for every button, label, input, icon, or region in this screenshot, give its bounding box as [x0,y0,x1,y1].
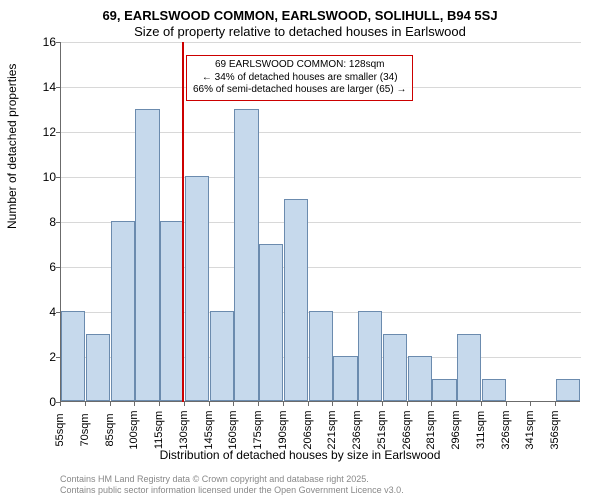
y-tick-label: 10 [43,170,56,184]
footer-line-1: Contains HM Land Registry data © Crown c… [60,474,404,485]
histogram-bar [457,334,481,402]
histogram-bar [432,379,456,402]
histogram-bar [333,356,357,401]
y-tick-mark [56,87,60,88]
chart-title-line1: 69, EARLSWOOD COMMON, EARLSWOOD, SOLIHUL… [0,8,600,23]
y-tick-label: 0 [49,395,56,409]
x-tick-label: 100sqm [128,410,140,450]
annotation-line-3: 66% of semi-detached houses are larger (… [193,84,406,97]
histogram-bar [309,311,333,401]
x-tick-mark [184,402,185,406]
histogram-bar [284,199,308,402]
annotation-line-1: 69 EARLSWOOD COMMON: 128sqm [193,59,406,72]
x-tick-label: 55sqm [54,410,66,450]
x-tick-mark [110,402,111,406]
x-tick-label: 130sqm [178,410,190,450]
x-tick-mark [407,402,408,406]
x-tick-mark [382,402,383,406]
x-tick-label: 206sqm [302,410,314,450]
x-tick-label: 175sqm [252,410,264,450]
footer-text: Contains HM Land Registry data © Crown c… [60,474,404,496]
x-tick-label: 341sqm [524,410,536,450]
x-tick-mark [283,402,284,406]
x-tick-label: 296sqm [450,410,462,450]
histogram-bar [160,221,184,401]
y-tick-label: 12 [43,125,56,139]
histogram-bar [61,311,85,401]
x-tick-label: 266sqm [401,410,413,450]
histogram-bar [86,334,110,402]
y-tick-mark [56,267,60,268]
x-tick-label: 115sqm [153,410,165,450]
x-tick-label: 281sqm [425,410,437,450]
x-tick-mark [555,402,556,406]
x-tick-mark [481,402,482,406]
y-tick-mark [56,177,60,178]
histogram-bar [358,311,382,401]
x-tick-label: 160sqm [227,410,239,450]
histogram-bar [408,356,432,401]
y-tick-label: 8 [49,215,56,229]
reference-line [182,42,184,402]
histogram-bar [383,334,407,402]
x-tick-mark [134,402,135,406]
x-tick-mark [357,402,358,406]
x-tick-mark [85,402,86,406]
plot-area: 69 EARLSWOOD COMMON: 128sqm ← 34% of det… [60,42,580,402]
histogram-bar [111,221,135,401]
y-tick-mark [56,132,60,133]
x-tick-label: 221sqm [326,410,338,450]
y-axis-label: Number of detached properties [5,64,19,229]
x-tick-label: 251sqm [376,410,388,450]
histogram-bar [210,311,234,401]
y-tick-label: 14 [43,80,56,94]
x-tick-mark [60,402,61,406]
x-tick-label: 326sqm [500,410,512,450]
y-tick-mark [56,312,60,313]
x-tick-mark [209,402,210,406]
x-tick-label: 190sqm [277,410,289,450]
x-tick-mark [530,402,531,406]
x-tick-mark [506,402,507,406]
x-tick-label: 145sqm [203,410,215,450]
x-tick-mark [258,402,259,406]
x-axis-label: Distribution of detached houses by size … [0,448,600,462]
annotation-box: 69 EARLSWOOD COMMON: 128sqm ← 34% of det… [186,55,413,101]
x-tick-mark [159,402,160,406]
footer-line-2: Contains public sector information licen… [60,485,404,496]
annotation-line-2: ← 34% of detached houses are smaller (34… [193,72,406,85]
x-tick-label: 85sqm [104,410,116,450]
x-tick-mark [233,402,234,406]
x-tick-label: 236sqm [351,410,363,450]
histogram-bar [234,109,258,402]
x-tick-mark [431,402,432,406]
y-tick-label: 2 [49,350,56,364]
x-tick-mark [308,402,309,406]
chart-title-line2: Size of property relative to detached ho… [0,24,600,39]
histogram-bar [482,379,506,402]
histogram-bar [259,244,283,402]
y-tick-mark [56,42,60,43]
y-tick-mark [56,357,60,358]
x-tick-mark [456,402,457,406]
y-tick-label: 6 [49,260,56,274]
histogram-bar [556,379,580,402]
x-tick-label: 70sqm [79,410,91,450]
gridline-h [61,42,581,43]
x-tick-mark [332,402,333,406]
x-tick-label: 356sqm [549,410,561,450]
y-tick-label: 4 [49,305,56,319]
chart-container: 69, EARLSWOOD COMMON, EARLSWOOD, SOLIHUL… [0,0,600,500]
y-tick-mark [56,222,60,223]
x-tick-label: 311sqm [475,410,487,450]
y-tick-label: 16 [43,35,56,49]
histogram-bar [185,176,209,401]
histogram-bar [135,109,159,402]
